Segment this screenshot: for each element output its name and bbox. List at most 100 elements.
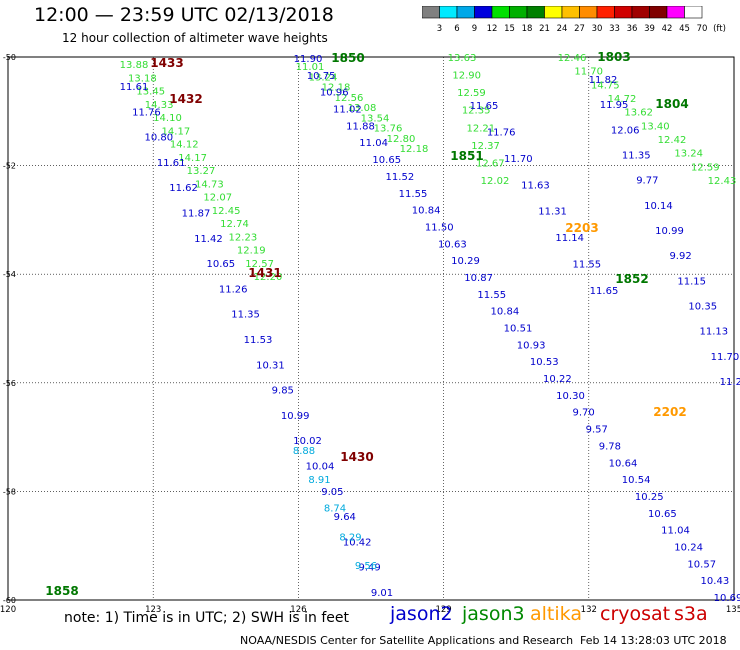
wave-height-label: 9.92 [669, 251, 691, 262]
wave-height-label: 10.64 [609, 458, 638, 469]
wave-height-label: 11.87 [182, 209, 211, 220]
wave-height-label: 11.70 [504, 154, 533, 165]
pass-time-label: 1431 [248, 266, 281, 280]
map-frame [7, 56, 735, 601]
color-legend-label: 12 [487, 24, 498, 34]
latitude-tick-label: -54 [3, 270, 16, 279]
wave-height-label: 11.65 [470, 101, 499, 112]
wave-height-label: 12.59 [691, 162, 720, 173]
wave-height-label: 13.88 [120, 60, 149, 71]
color-swatch [544, 6, 563, 19]
color-swatch [614, 6, 633, 19]
wave-height-label: 11.70 [711, 352, 740, 363]
wave-height-label: 12.46 [558, 53, 587, 64]
wave-height-label: 9.70 [572, 408, 594, 419]
wave-height-label: 13.24 [309, 72, 338, 83]
wave-height-label: 9.77 [636, 176, 658, 187]
wave-height-label: 9.56 [355, 561, 377, 572]
wave-height-label: 12.07 [203, 193, 232, 204]
pass-time-label: 1858 [45, 584, 78, 598]
color-legend-label: 42 [662, 24, 673, 34]
color-legend-label: 27 [574, 24, 585, 34]
wave-height-label: 14.12 [170, 140, 199, 151]
wave-height-label: 11.42 [194, 234, 223, 245]
wave-height-label: 10.04 [306, 462, 335, 473]
wave-height-label: 13.18 [128, 73, 157, 84]
wave-height-label: 11.61 [120, 82, 149, 93]
color-swatch [439, 6, 458, 19]
wave-height-label: 11.55 [477, 290, 506, 301]
wave-height-label: 11.52 [386, 172, 415, 183]
legend-jason2: jason2 [390, 603, 453, 625]
color-swatch [649, 6, 668, 19]
wave-height-label: 10.25 [635, 492, 664, 503]
legend-altika: altika [530, 603, 582, 625]
wave-height-label: 13.08 [348, 103, 377, 114]
pass-time-label: 1850 [331, 51, 364, 65]
wave-height-label: 10.22 [543, 374, 572, 385]
wave-height-label: 12.43 [708, 176, 737, 187]
wave-height-label: 11.55 [573, 260, 602, 271]
longitude-tick-label: 120 [0, 605, 16, 615]
wave-height-label: 10.84 [412, 206, 441, 217]
pass-time-label: 1432 [169, 92, 202, 106]
wave-height-label: 12.56 [335, 93, 364, 104]
wave-height-label: 10.65 [206, 259, 235, 270]
wave-height-label: 12.35 [462, 106, 491, 117]
wave-height-label: 10.96 [320, 88, 349, 99]
wave-height-label: 13.40 [641, 121, 670, 132]
wave-height-label: 14.75 [591, 80, 620, 91]
wave-height-label: 12.02 [481, 176, 510, 187]
wave-height-label: 10.65 [648, 509, 677, 520]
wave-height-label: 12.19 [237, 246, 266, 257]
color-legend-label: 6 [454, 24, 459, 34]
latitude-tick-label: -60 [3, 596, 16, 605]
color-legend-label: 3 [437, 24, 442, 34]
color-legend-label: 39 [644, 24, 655, 34]
wave-height-label: 13.62 [624, 108, 653, 119]
wave-height-label: 10.53 [530, 357, 559, 368]
wave-height-label: 10.80 [144, 133, 173, 144]
wave-height-label: 13.24 [674, 149, 703, 160]
wave-height-label: 10.02 [293, 436, 322, 447]
wave-height-label: 9.49 [358, 563, 380, 574]
color-legend-label: (ft) [713, 24, 726, 34]
wave-height-label: 10.99 [281, 411, 310, 422]
pass-time-label: 1851 [450, 149, 483, 163]
wave-height-label: 13.54 [361, 113, 390, 124]
generated-timestamp: Feb 14 13:28:03 UTC 2018 [580, 634, 727, 647]
wave-height-label: 9.57 [586, 425, 608, 436]
wave-height-label: 11.88 [346, 121, 375, 132]
wave-height-label: 11.04 [661, 526, 690, 537]
latitude-tick-label: -52 [3, 162, 16, 171]
wave-height-label: 9.78 [599, 441, 621, 452]
wave-height-label: 12.67 [476, 158, 505, 169]
wave-height-label: 10.51 [504, 324, 533, 335]
wave-height-label: 11.76 [132, 107, 161, 118]
color-swatch [456, 6, 475, 19]
chart-subtitle: 12 hour collection of altimeter wave hei… [62, 31, 328, 45]
pass-time-label: 1430 [340, 450, 373, 464]
wave-height-label: 10.31 [256, 360, 285, 371]
wave-height-label: 8.29 [339, 532, 361, 543]
wave-height-label: 10.35 [688, 302, 717, 313]
wave-height-label: 11.70 [574, 67, 603, 78]
footer-note: note: 1) Time is in UTC; 2) SWH is in fe… [64, 610, 350, 626]
wave-height-label: 9.85 [272, 386, 294, 397]
wave-height-label: 13.76 [374, 124, 403, 135]
wave-height-label: 10.84 [491, 307, 520, 318]
wave-height-label: 9.05 [321, 487, 343, 498]
pass-time-label: 2203 [565, 221, 598, 235]
wave-height-label: 11.13 [700, 327, 729, 338]
pass-time-label: 1852 [615, 272, 648, 286]
wave-height-label: 8.91 [308, 475, 330, 486]
wave-height-label: 13.27 [187, 166, 216, 177]
color-swatch [491, 6, 510, 19]
wave-height-label: 11.35 [622, 151, 651, 162]
legend-cryosat: cryosat [600, 603, 671, 625]
color-swatch [526, 6, 545, 19]
wave-height-color-legend: 3 6 9 12 15 18 21 24 27 30 33 36 39 42 45 70 (ft) [422, 6, 726, 34]
wave-height-label: 11.63 [521, 180, 550, 191]
